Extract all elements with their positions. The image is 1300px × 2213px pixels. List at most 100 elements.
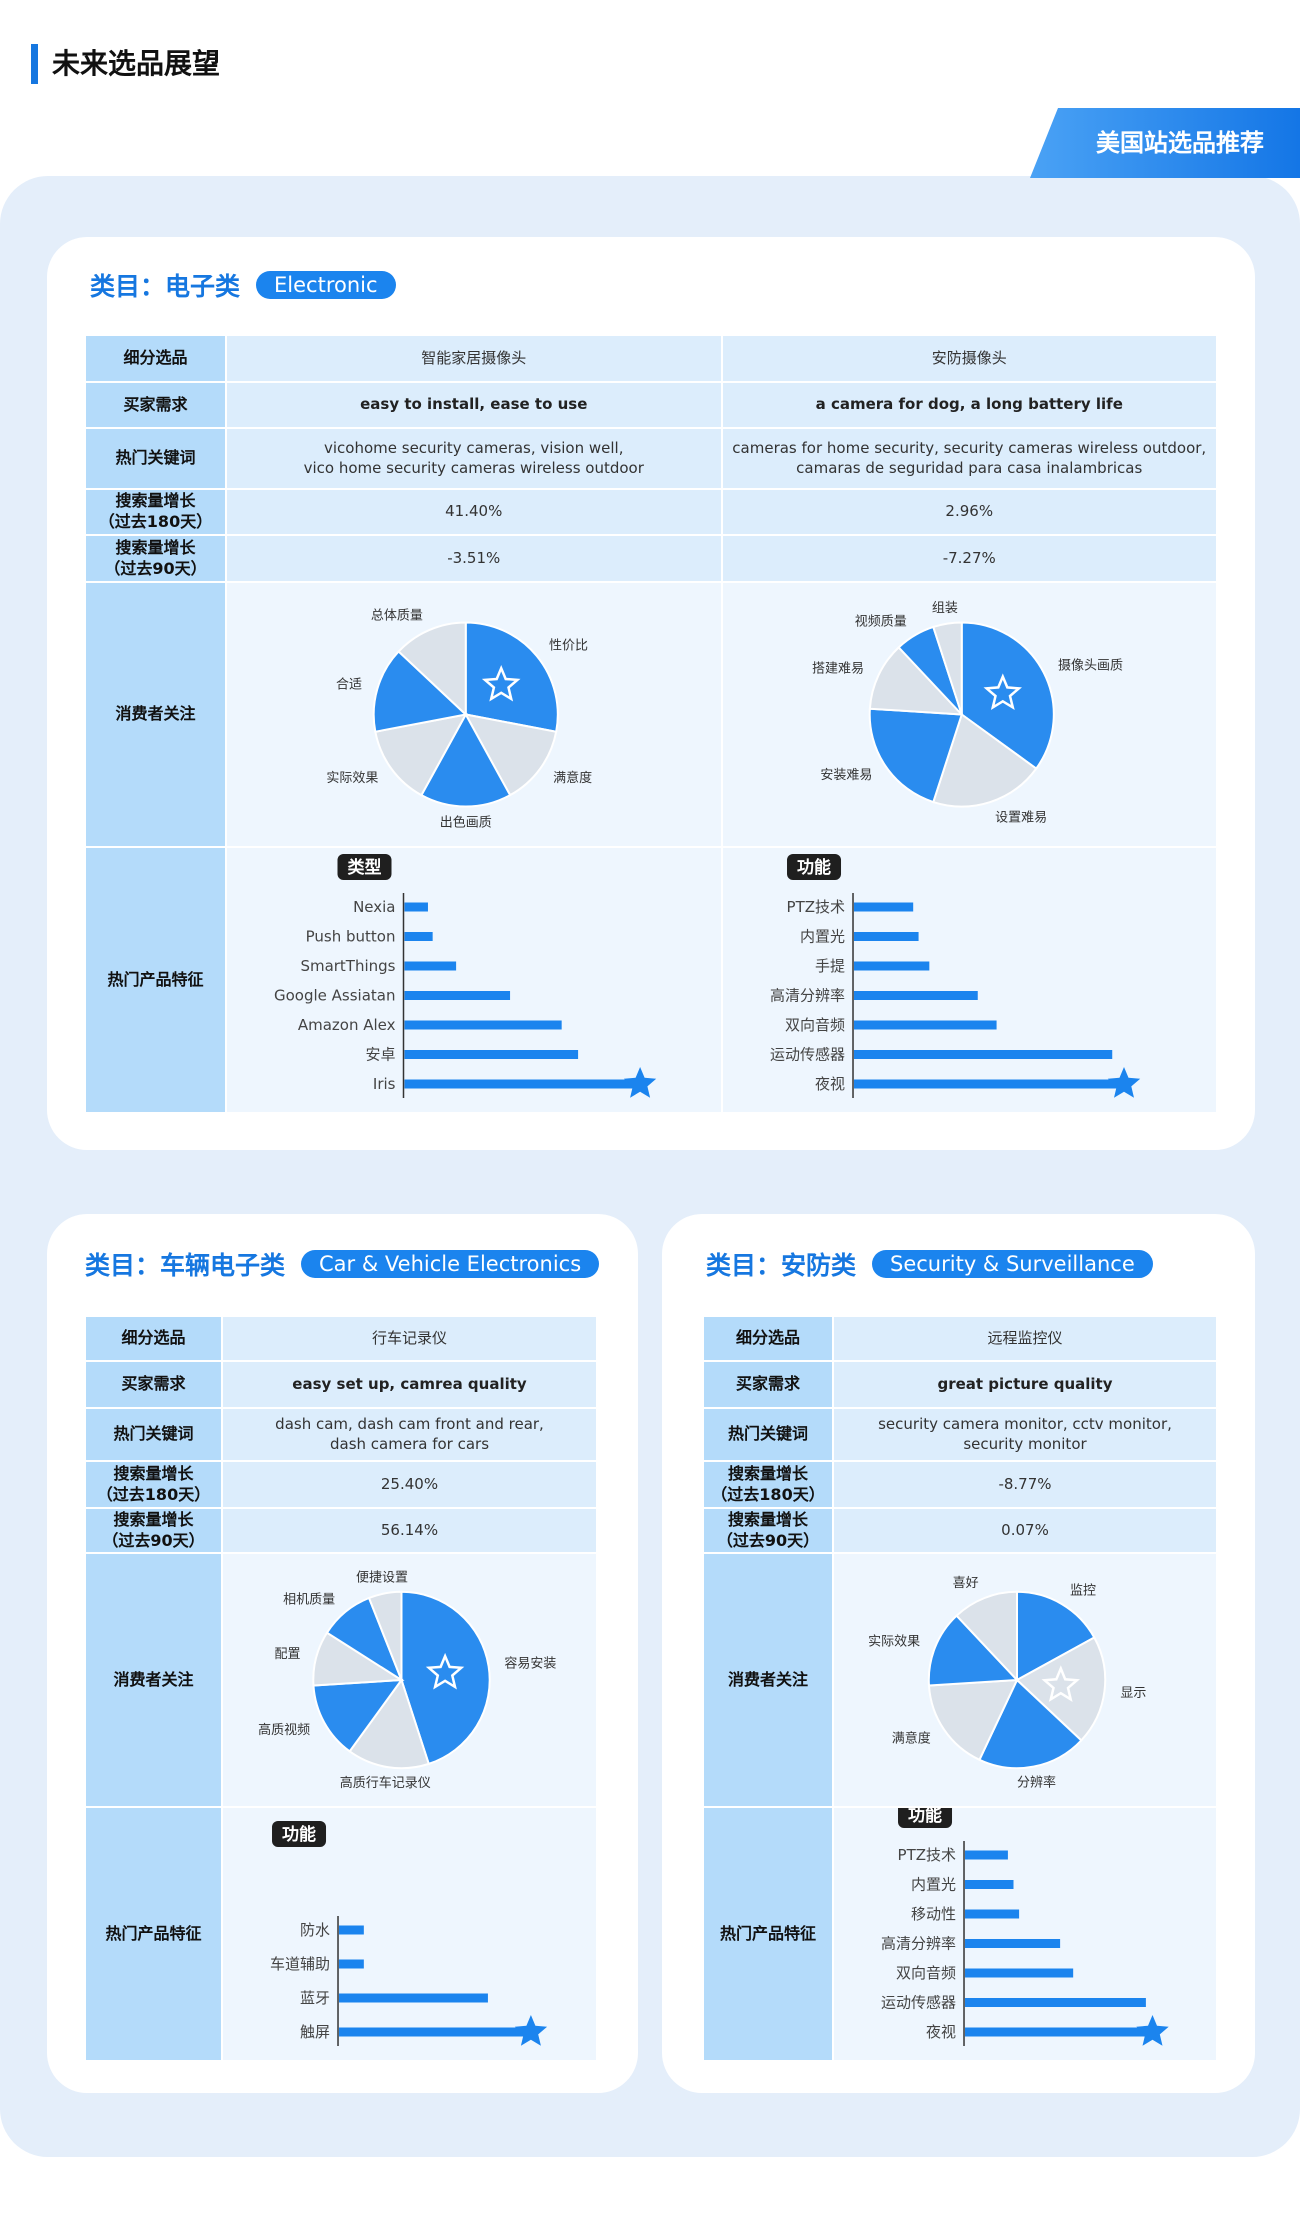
pie-slice — [312, 1678, 404, 1753]
bar-label: Nexia — [353, 898, 395, 916]
category-tag: Security & Surveillance — [872, 1250, 1153, 1278]
pie-slice — [374, 713, 468, 797]
pie-slice — [868, 645, 964, 716]
star — [983, 673, 1022, 711]
bar — [404, 961, 457, 971]
bar — [853, 1050, 1112, 1059]
row-label: 搜索量增长 （过去90天） — [86, 536, 227, 583]
card-title: 类目：电子类 Electronic — [90, 263, 396, 307]
bar — [339, 1925, 364, 1935]
pie-slice — [372, 650, 468, 733]
feature-label: 功能 — [797, 857, 831, 878]
bar — [404, 932, 433, 941]
category-name: 类目：安防类 — [706, 1251, 857, 1280]
row-label: 热门产品特征 — [86, 848, 227, 1114]
slice-label: 总体质量 — [371, 608, 423, 623]
slice-label: 搭建难易 — [811, 660, 863, 676]
row-label: 搜索量增长 （过去90天） — [86, 1509, 223, 1554]
pie-slice — [1015, 1636, 1107, 1742]
slice-label: 高质视频 — [258, 1722, 310, 1738]
card-title: 类目：安防类 Security & Surveillance — [706, 1242, 1153, 1286]
bar-label: Iris — [373, 1075, 396, 1093]
pie-slice — [931, 621, 963, 715]
pie-slice — [931, 712, 1038, 808]
slice-label: 合适 — [336, 677, 362, 692]
category-tag: Electronic — [256, 271, 396, 299]
slice-label: 喜好 — [953, 1576, 979, 1591]
tab-shape — [1030, 108, 1300, 178]
pie-slice — [400, 1590, 491, 1766]
table-cell: -3.51% — [227, 536, 723, 583]
slice-label: 设置难易 — [995, 810, 1047, 825]
pie-slice — [367, 1590, 403, 1681]
table-cell: easy set up, camrea quality — [223, 1362, 598, 1409]
chart-cell: 监控 显示 分辨率 满意度 实际效果 喜好 — [834, 1554, 1218, 1808]
pie-slice — [960, 621, 1055, 771]
chart-cell: Nexia Push button SmartThings Google Assiat… — [227, 848, 723, 1114]
row-label: 热门产品特征 — [86, 1808, 223, 2062]
table-cell: security camera monitor, cctv monitor, s… — [834, 1409, 1218, 1462]
bar — [853, 1079, 1123, 1089]
slice-label: 容易安装 — [504, 1656, 556, 1672]
bar — [853, 902, 913, 912]
row-label: 消费者关注 — [86, 583, 227, 848]
bar — [965, 1939, 1061, 1948]
row-label: 热门关键词 — [86, 429, 227, 490]
table-cell: 41.40% — [227, 490, 723, 536]
table-cell: -7.27% — [722, 536, 1218, 583]
slice-label: 监控 — [1070, 1583, 1096, 1598]
bar — [339, 1993, 488, 2003]
slice-label: 性价比 — [549, 639, 588, 654]
bar — [965, 1880, 1014, 1889]
slice-label: 安装难易 — [820, 768, 872, 783]
slice-label: 实际效果 — [326, 771, 378, 786]
star — [1136, 2015, 1169, 2046]
feature-label: 功能 — [282, 1824, 316, 1845]
bar-label: 蓝牙 — [300, 1989, 330, 2007]
row-label: 消费者关注 — [86, 1554, 223, 1808]
star — [514, 2015, 548, 2046]
title-bar — [31, 44, 38, 84]
card-title: 类目：车辆电子类 Car & Vehicle Electronics — [85, 1242, 600, 1286]
feature-label: 功能 — [908, 1808, 942, 1826]
bar-label: 运动传感器 — [770, 1046, 845, 1064]
bar — [965, 1998, 1146, 2007]
slice-label: 摄像头画质 — [1058, 658, 1123, 673]
row-label: 消费者关注 — [704, 1554, 834, 1808]
pie-slice — [927, 1678, 1019, 1762]
slice-label: 出色画质 — [440, 815, 492, 831]
bar-label: 车道辅助 — [270, 1955, 330, 1973]
bar-label: 触屏 — [300, 2023, 330, 2041]
table-cell: 安防摄像头 — [722, 336, 1218, 383]
star — [481, 664, 521, 702]
pie-slice — [927, 1614, 1020, 1687]
bar — [965, 1909, 1020, 1919]
chart-cell: PTZ技术 内置光 手提 高清分辨率 双向音频 运动传感器 夜视 功能 — [722, 848, 1218, 1114]
pie-slice — [978, 1678, 1083, 1770]
bar — [965, 2027, 1152, 2037]
slice-label: 显示 — [1120, 1686, 1146, 1701]
row-label: 买家需求 — [704, 1362, 834, 1409]
feature-pill — [786, 854, 841, 880]
bar-label: 双向音频 — [896, 1964, 956, 1982]
bar — [853, 1020, 997, 1030]
table-cell: easy to install, ease to use — [227, 383, 723, 429]
row-label: 细分选品 — [86, 336, 227, 383]
bar-label: 夜视 — [926, 2023, 956, 2041]
pie-slice — [1016, 1590, 1096, 1682]
row-label: 细分选品 — [704, 1317, 834, 1362]
slice-label: 实际效果 — [868, 1635, 920, 1650]
table-cell: great picture quality — [834, 1362, 1218, 1409]
chart-cell: 摄像头画质 设置难易 安装难易 搭建难易 视频质量 组装 — [722, 583, 1218, 848]
star — [1041, 1665, 1080, 1702]
pie-slice — [348, 1677, 431, 1770]
pie-slice — [464, 621, 559, 733]
slice-label: 视频质量 — [854, 614, 906, 629]
slice-label: 满意度 — [553, 770, 592, 786]
feature-label: 类型 — [348, 857, 382, 878]
